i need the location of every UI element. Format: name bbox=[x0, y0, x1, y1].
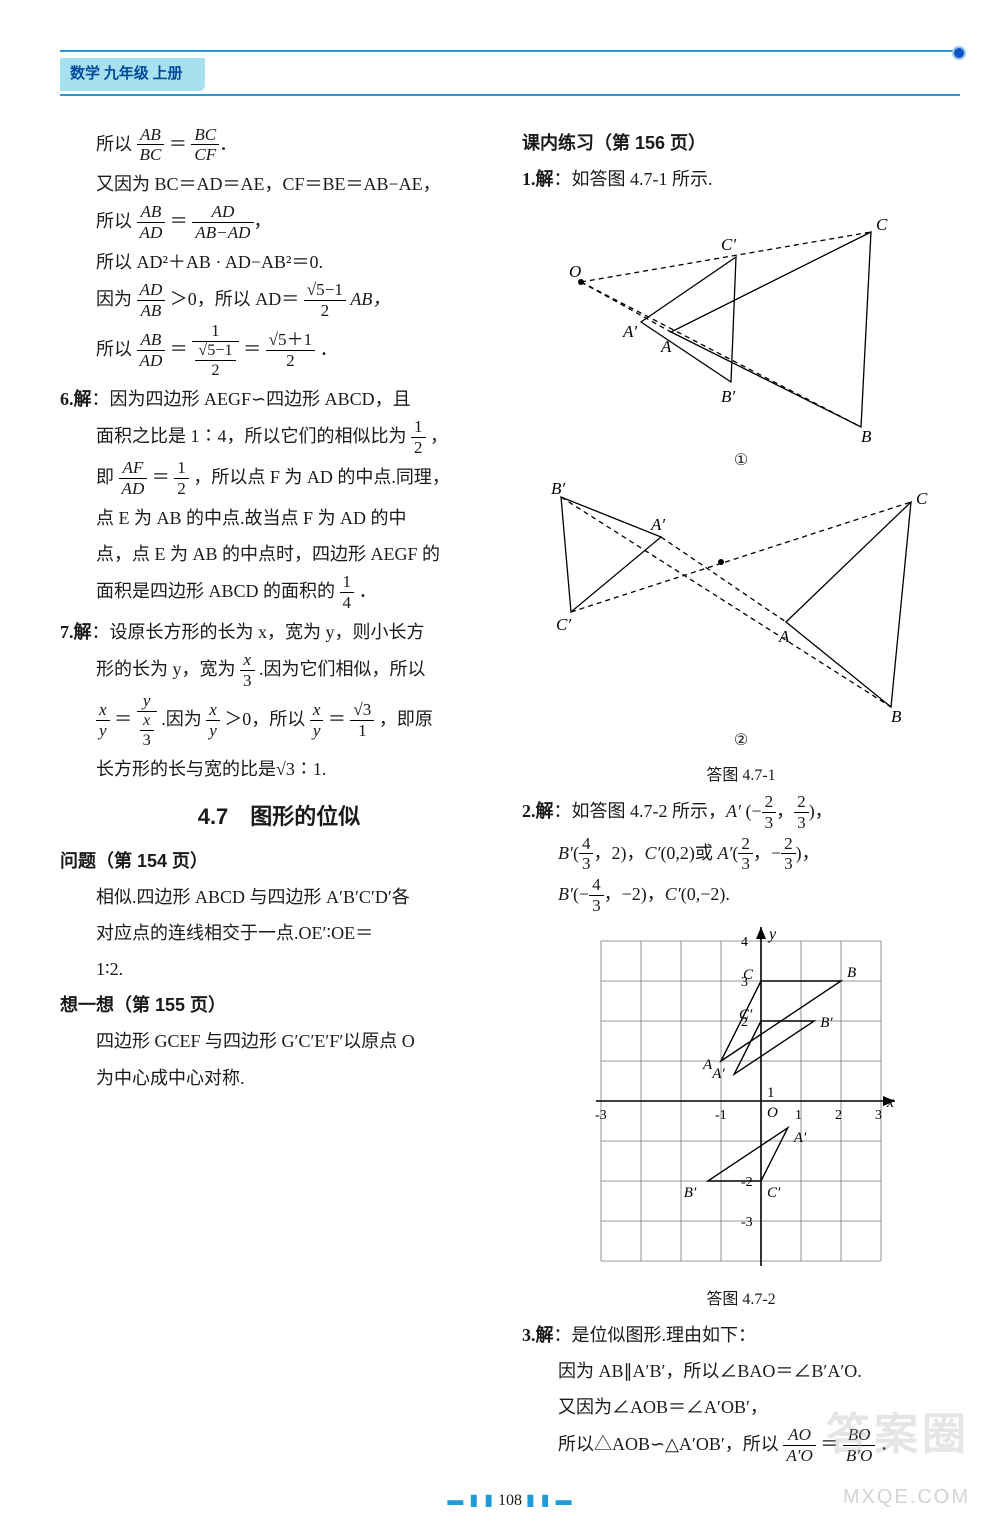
line: 所以 ABBC ＝ BCCF． bbox=[60, 126, 498, 165]
svg-text:B: B bbox=[861, 427, 872, 442]
q6: 6.解：因为四边形 AEGF∽四边形 ABCD，且 bbox=[60, 382, 498, 416]
svg-text:C′: C′ bbox=[739, 1007, 753, 1023]
page-header: 数学 九年级 上册 bbox=[60, 50, 960, 96]
figure-4-7-1-b: B′ A′ C′ A C B bbox=[541, 482, 941, 722]
fig-label-1: ① bbox=[522, 446, 960, 476]
svg-text:B′: B′ bbox=[820, 1015, 833, 1031]
page-number: ▬ ▮ ▮ 108 ▮ ▮ ▬ bbox=[60, 1486, 960, 1516]
subheading-practice: 课内练习（第 156 页） bbox=[522, 126, 960, 160]
line: 所以 ABAD ＝ 1 √5−12 ＝ √5＋12 ． bbox=[60, 322, 498, 379]
watermark-url: MXQE.COM bbox=[843, 1478, 970, 1516]
svg-text:C′: C′ bbox=[721, 235, 736, 254]
line: 因为 AB∥A′B′，所以∠BAO＝∠B′A′O. bbox=[522, 1354, 960, 1388]
r3: 3.解：是位似图形.理由如下： bbox=[522, 1318, 960, 1352]
svg-text:B′: B′ bbox=[684, 1185, 697, 1201]
line: 所以 ABAD ＝ ADAB−AD， bbox=[60, 203, 498, 242]
svg-text:B: B bbox=[847, 965, 856, 981]
svg-text:A′: A′ bbox=[793, 1130, 807, 1146]
svg-text:B′: B′ bbox=[721, 387, 735, 406]
figure-4-7-2: O1xy-3-1123432-2-3CBAB′A′C′A′B′C′ bbox=[581, 921, 901, 1281]
svg-text:C: C bbox=[876, 215, 888, 234]
svg-text:A: A bbox=[778, 627, 790, 646]
svg-text:O: O bbox=[569, 262, 581, 281]
svg-text:C′: C′ bbox=[556, 615, 571, 634]
r2: 2.解：如答图 4.7-2 所示，A′ (−23，23)， bbox=[522, 793, 960, 832]
svg-text:B: B bbox=[891, 707, 902, 722]
svg-text:A′: A′ bbox=[650, 515, 665, 534]
svg-text:C′: C′ bbox=[767, 1185, 781, 1201]
svg-text:C: C bbox=[743, 967, 754, 983]
svg-text:C: C bbox=[916, 489, 928, 508]
figure-4-7-1-a: O A′ A B′ C′ C B bbox=[561, 202, 921, 442]
line: 四边形 GCEF 与四边形 G′C′E′F′以原点 O bbox=[60, 1024, 498, 1058]
line: 为中心成中心对称. bbox=[60, 1061, 498, 1095]
header-title: 数学 九年级 上册 bbox=[60, 58, 205, 91]
line: xy ＝ y x3 .因为 xy ＞0，所以 xy ＝ √31 ，即原 bbox=[60, 692, 498, 749]
line: 又因为 BC＝AD＝AE，CF＝BE＝AB−AE， bbox=[60, 167, 498, 201]
svg-text:1: 1 bbox=[767, 1085, 775, 1101]
svg-text:A′: A′ bbox=[622, 322, 637, 341]
line: 面积之比是 1∶4，所以它们的相似比为 12 ， bbox=[60, 418, 498, 457]
right-column: 课内练习（第 156 页） 1.解：如答图 4.7-1 所示. O A′ A B… bbox=[522, 124, 960, 1468]
svg-text:-2: -2 bbox=[741, 1175, 753, 1190]
line: 形的长为 y，宽为 x3 .因为它们相似，所以 bbox=[60, 651, 498, 690]
line: 所以 AD²＋AB · AD−AB²＝0. bbox=[60, 245, 498, 279]
r1: 1.解：如答图 4.7-1 所示. bbox=[522, 162, 960, 196]
svg-text:2: 2 bbox=[835, 1108, 842, 1123]
svg-text:B′: B′ bbox=[551, 482, 565, 498]
line: 对应点的连线相交于一点.OE′∶OE＝ bbox=[60, 916, 498, 950]
svg-text:-1: -1 bbox=[715, 1108, 727, 1123]
section-title: 4.7 图形的位似 bbox=[60, 796, 498, 838]
svg-text:4: 4 bbox=[741, 935, 748, 950]
svg-text:-3: -3 bbox=[741, 1215, 753, 1230]
svg-text:3: 3 bbox=[875, 1108, 882, 1123]
subheading-problem: 问题（第 154 页） bbox=[60, 844, 498, 878]
line: B′(43，2)，C′(0,2)或 A′(23，−23)， bbox=[522, 835, 960, 874]
line: B′(−43，−2)，C′(0,−2). bbox=[522, 876, 960, 915]
header-dot-icon bbox=[952, 46, 966, 60]
fig-label-2: ② bbox=[522, 726, 960, 756]
subheading-think: 想一想（第 155 页） bbox=[60, 988, 498, 1022]
line: 点，点 E 为 AB 的中点时，四边形 AEGF 的 bbox=[60, 537, 498, 571]
line: 1∶2. bbox=[60, 952, 498, 986]
q7: 7.解：设原长方形的长为 x，宽为 y，则小长方 bbox=[60, 615, 498, 649]
svg-text:A′: A′ bbox=[711, 1067, 725, 1083]
fig-caption-2: 答图 4.7-2 bbox=[522, 1285, 960, 1315]
line: 面积是四边形 ABCD 的面积的 14 ． bbox=[60, 573, 498, 612]
svg-text:-3: -3 bbox=[595, 1108, 607, 1123]
svg-text:x: x bbox=[886, 1094, 894, 1111]
left-column: 所以 ABBC ＝ BCCF． 又因为 BC＝AD＝AE，CF＝BE＝AB−AE… bbox=[60, 124, 498, 1468]
line: 相似.四边形 ABCD 与四边形 A′B′C′D′各 bbox=[60, 880, 498, 914]
line: 即 AFAD ＝ 12 ，所以点 F 为 AD 的中点.同理， bbox=[60, 459, 498, 498]
svg-text:A: A bbox=[660, 337, 672, 356]
line: 因为 ADAB ＞0，所以 AD＝ √5−12 AB， bbox=[60, 281, 498, 320]
line: 点 E 为 AB 的中点.故当点 F 为 AD 的中 bbox=[60, 501, 498, 535]
line: 长方形的长与宽的比是√3∶1. bbox=[60, 752, 498, 786]
svg-text:1: 1 bbox=[795, 1108, 802, 1123]
watermark-text: 答案圈 bbox=[826, 1393, 970, 1477]
fig-caption-1: 答图 4.7-1 bbox=[522, 761, 960, 791]
svg-text:O: O bbox=[767, 1105, 778, 1121]
svg-text:y: y bbox=[767, 926, 777, 943]
